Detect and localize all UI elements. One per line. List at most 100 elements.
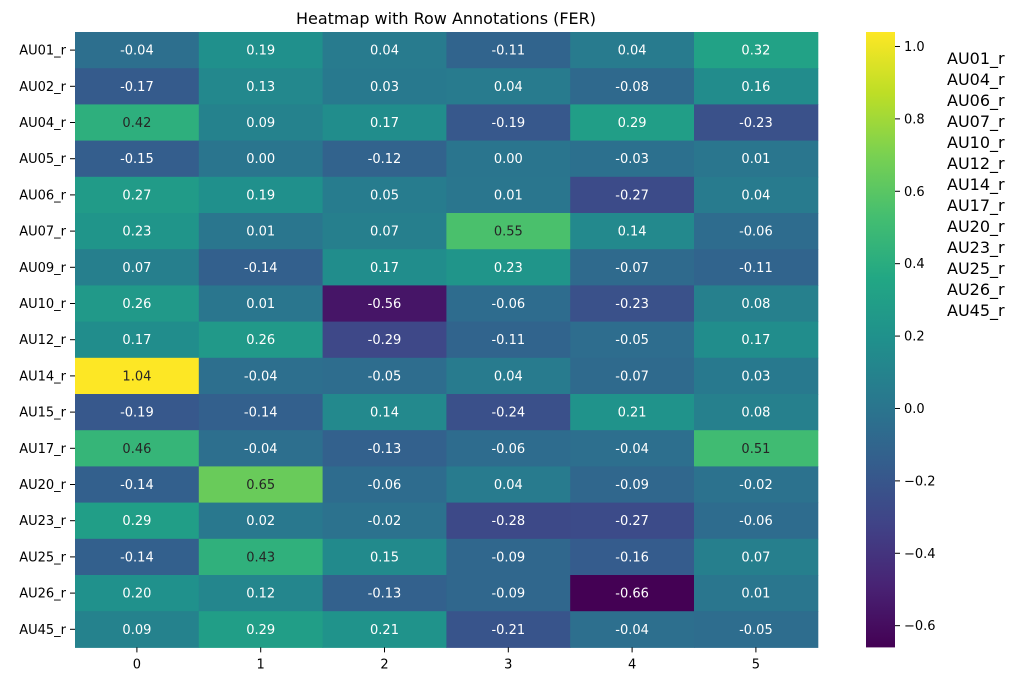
cell-value-label: 0.17 xyxy=(370,116,399,131)
cell-value-label: -0.06 xyxy=(739,514,773,529)
cell-value-label: 0.29 xyxy=(246,623,275,638)
heatmap-cell xyxy=(75,68,200,105)
heatmap-cells xyxy=(75,32,819,648)
heatmap-cell xyxy=(198,357,324,395)
row-tick-label: AU04_r xyxy=(19,116,66,131)
cell-value-label: 0.09 xyxy=(246,116,275,131)
cell-value-label: -0.56 xyxy=(368,297,402,312)
colorbar-tick-label: 0.0 xyxy=(904,402,925,417)
cell-value-label: 0.01 xyxy=(741,152,770,167)
cell-value-label: 0.04 xyxy=(741,188,770,203)
cell-value-label: 0.00 xyxy=(494,152,523,167)
cell-value-label: 0.08 xyxy=(741,297,770,312)
heatmap-cell xyxy=(198,466,324,504)
annotation-item: AU04_r xyxy=(947,70,1005,90)
heatmap-cell xyxy=(322,176,447,214)
cell-value-label: 0.01 xyxy=(246,297,275,312)
heatmap-cell xyxy=(198,213,324,250)
cell-value-label: 0.01 xyxy=(494,188,523,203)
heatmap-cell xyxy=(694,538,819,576)
cell-value-label: 0.07 xyxy=(741,550,770,565)
cell-value-label: -0.29 xyxy=(368,333,402,348)
colorbar-tick-label: 0.6 xyxy=(904,185,925,200)
heatmap-cell xyxy=(198,140,324,178)
annotation-item: AU17_r xyxy=(947,196,1005,216)
heatmap-cell xyxy=(322,502,447,540)
heatmap-cell xyxy=(198,68,324,105)
cell-value-label: -0.24 xyxy=(491,406,525,421)
cell-value-label: -0.02 xyxy=(368,514,402,529)
cell-value-label: -0.09 xyxy=(491,550,525,565)
annotation-item: AU23_r xyxy=(947,238,1005,258)
colorbar-tick-label: 0.8 xyxy=(904,112,925,127)
row-tick-label: AU26_r xyxy=(19,587,66,602)
heatmap-cell xyxy=(694,32,819,69)
heatmap-cell xyxy=(322,611,447,648)
colorbar-tick-label: 1.0 xyxy=(904,40,925,55)
heatmap-cell xyxy=(198,249,324,286)
heatmap-cell xyxy=(694,140,819,178)
heatmap-cell xyxy=(694,104,819,142)
heatmap-cell xyxy=(446,68,571,105)
heatmap-cell xyxy=(446,357,571,395)
cell-value-label: -0.08 xyxy=(615,80,649,95)
cell-value-label: 0.03 xyxy=(741,369,770,384)
heatmap-cell xyxy=(570,538,695,576)
cell-value-label: -0.04 xyxy=(615,623,649,638)
row-tick-label: AU09_r xyxy=(19,261,66,276)
cell-value-label: -0.06 xyxy=(739,225,773,240)
heatmap-cell xyxy=(75,140,200,178)
heatmap-cell xyxy=(570,502,695,540)
cell-value-label: 0.20 xyxy=(122,587,151,602)
cell-value-label: -0.02 xyxy=(739,478,773,493)
annotation-item: AU01_r xyxy=(947,49,1005,69)
cell-value-label: -0.04 xyxy=(615,442,649,457)
cell-value-label: -0.14 xyxy=(120,550,154,565)
annotation-item: AU07_r xyxy=(947,112,1005,132)
cell-value-label: -0.21 xyxy=(491,623,525,638)
cell-value-label: -0.07 xyxy=(615,261,649,276)
cell-value-label: -0.19 xyxy=(491,116,525,131)
heatmap-cell xyxy=(570,611,695,648)
heatmap-cell xyxy=(694,466,819,504)
heatmap-cell xyxy=(322,285,447,323)
cell-value-label: -0.14 xyxy=(244,406,278,421)
cell-value-label: 0.42 xyxy=(122,116,151,131)
heatmap-cell xyxy=(322,575,447,612)
annotation-item: AU20_r xyxy=(947,217,1005,237)
cell-value-label: 0.04 xyxy=(618,44,647,59)
heatmap-cell xyxy=(446,575,571,612)
heatmap-cell xyxy=(570,575,695,612)
cell-value-label: -0.23 xyxy=(739,116,773,131)
cell-value-label: 0.04 xyxy=(370,44,399,59)
heatmap-cell xyxy=(446,213,571,250)
colorbar-tick-label: −0.2 xyxy=(904,474,936,489)
heatmap-cell xyxy=(694,430,819,467)
cell-value-label: 0.14 xyxy=(618,225,647,240)
cell-value-label: 0.27 xyxy=(122,188,151,203)
heatmap-cell xyxy=(198,538,324,576)
heatmap-cell xyxy=(694,357,819,395)
heatmap-cell xyxy=(570,213,695,250)
cell-value-label: 0.55 xyxy=(494,225,523,240)
cell-value-label: 0.01 xyxy=(741,587,770,602)
heatmap-cell xyxy=(446,430,571,467)
annotation-item: AU26_r xyxy=(947,280,1005,300)
cell-value-label: -0.23 xyxy=(615,297,649,312)
cell-value-label: -0.15 xyxy=(120,152,154,167)
cell-value-label: 0.01 xyxy=(246,225,275,240)
cell-value-label: 0.07 xyxy=(122,261,151,276)
cell-value-label: -0.06 xyxy=(491,442,525,457)
cell-value-label: 0.26 xyxy=(122,297,151,312)
heatmap-cell xyxy=(75,249,200,286)
cell-value-label: 0.02 xyxy=(246,514,275,529)
heatmap-cell xyxy=(322,394,447,431)
heatmap-cell xyxy=(446,321,571,359)
row-tick-label: AU14_r xyxy=(19,369,66,384)
cell-value-label: 0.17 xyxy=(370,261,399,276)
heatmap-cell xyxy=(694,321,819,359)
heatmap-cell xyxy=(446,502,571,540)
row-annotation-list: AU01_rAU04_rAU06_rAU07_rAU10_rAU12_rAU14… xyxy=(947,49,1005,321)
heatmap-cell xyxy=(75,357,200,395)
